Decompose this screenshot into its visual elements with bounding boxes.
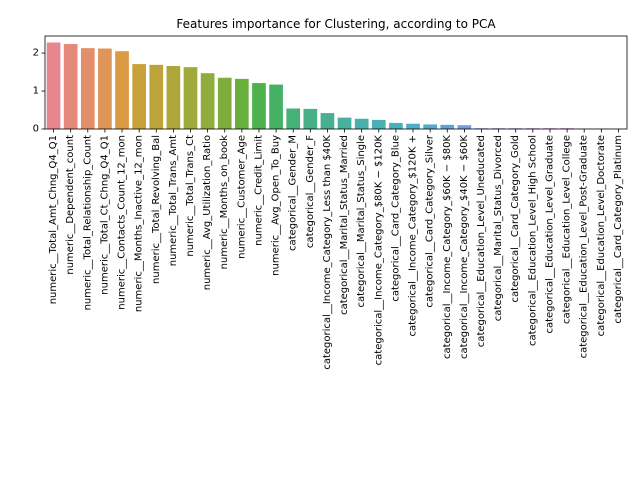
x-tick-label: numeric__Total_Trans_Ct (185, 135, 196, 257)
x-tick-label: numeric__Total_Trans_Amt (168, 135, 179, 266)
y-axis: 0 1 2 (33, 48, 45, 135)
x-tick-label: numeric__Credit_Limit (253, 135, 264, 246)
y-tick-label: 2 (33, 48, 39, 59)
bar (217, 77, 232, 129)
bar (132, 64, 146, 129)
x-tick-label: categorical__Card_Category_Blue (390, 135, 401, 302)
bar (371, 119, 386, 129)
bar (98, 48, 112, 129)
x-tick-label: numeric__Total_Revolving_Bal (151, 135, 162, 284)
x-tick-label: numeric__Total_Amt_Chng_Q4_Q1 (48, 135, 59, 304)
bar (63, 43, 78, 129)
bar (354, 118, 369, 129)
x-tick-label: categorical__Income_Category_$120K + (408, 135, 419, 337)
x-tick-label: numeric__Dependent_count (65, 135, 76, 275)
bar (46, 42, 61, 130)
y-tick-label: 1 (33, 86, 39, 97)
x-tick-label: numeric__Months_on_book (219, 135, 230, 270)
x-tick-label: categorical__Card_Category_Platinum (613, 135, 624, 324)
x-tick-label: categorical__Gender_M (288, 135, 299, 251)
bar (320, 113, 335, 129)
bar (423, 124, 437, 129)
x-tick-label: numeric__Months_Inactive_12_mon (134, 135, 145, 312)
x-tick-label: categorical__Education_Level_College (562, 135, 573, 324)
x-tick-label: categorical__Income_Category_$60K − $80K (442, 135, 453, 359)
x-tick-label: categorical__Education_Level_Post-Gradua… (579, 135, 590, 358)
x-tick-label: categorical__Marital_Status_Single (356, 135, 367, 308)
x-tick-label: categorical__Education_Level_High School (527, 135, 538, 346)
chart-title: Features importance for Clustering, acco… (176, 17, 496, 31)
bar (235, 78, 249, 129)
bar (440, 124, 455, 129)
y-tick-label: 0 (33, 124, 39, 135)
x-tick-label: categorical__Income_Category_$80K − $120… (373, 135, 384, 366)
bar (200, 73, 215, 129)
x-axis: numeric__Total_Amt_Chng_Q4_Q1 numeric__De… (48, 129, 624, 370)
bars-group (46, 42, 626, 130)
x-tick-label: categorical__Education_Level_Doctorate (596, 135, 607, 336)
bar (115, 51, 129, 129)
plot-frame (44, 35, 628, 130)
bar (80, 48, 95, 129)
axes-frame (44, 35, 628, 130)
bar (166, 65, 181, 129)
x-tick-label: numeric__Contacts_Count_12_mon (117, 135, 128, 310)
x-tick-label: categorical__Gender_F (305, 135, 316, 248)
x-tick-label: categorical__Income_Category_Less than $… (322, 135, 333, 370)
x-tick-label: numeric__Avg_Open_To_Buy (271, 135, 282, 276)
bar (457, 125, 472, 129)
x-tick-label: numeric__Avg_Utilization_Ratio (202, 135, 213, 290)
x-tick-label: categorical__Income_Category_$40K − $60K (459, 135, 470, 359)
x-tick-label: numeric__Total_Ct_Chng_Q4_Q1 (99, 135, 110, 295)
x-tick-label: categorical__Marital_Status_Married (339, 135, 350, 315)
bar (149, 64, 164, 129)
bar (337, 117, 352, 129)
bar (252, 83, 266, 129)
bar (269, 84, 283, 129)
bar (406, 123, 420, 129)
bar (286, 108, 301, 129)
x-tick-label: numeric__Total_Relationship_Count (82, 135, 93, 310)
x-tick-label: numeric__Customer_Age (236, 135, 247, 259)
x-tick-label: categorical__Education_Level_Uneducated (476, 135, 487, 347)
bar (303, 108, 318, 129)
x-tick-label: categorical__Education_Level_Graduate (544, 135, 555, 334)
x-tick-label: categorical__Marital_Status_Divorced (493, 135, 504, 321)
x-tick-label: categorical__Card_Category_Silver (425, 134, 436, 308)
bar (389, 122, 403, 129)
x-tick-label: categorical__Card_Category_Gold (510, 135, 521, 303)
bar (183, 67, 198, 129)
